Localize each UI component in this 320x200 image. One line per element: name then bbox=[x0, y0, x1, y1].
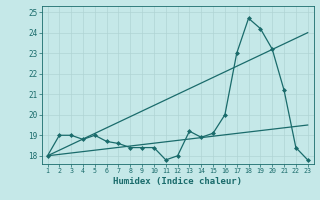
X-axis label: Humidex (Indice chaleur): Humidex (Indice chaleur) bbox=[113, 177, 242, 186]
